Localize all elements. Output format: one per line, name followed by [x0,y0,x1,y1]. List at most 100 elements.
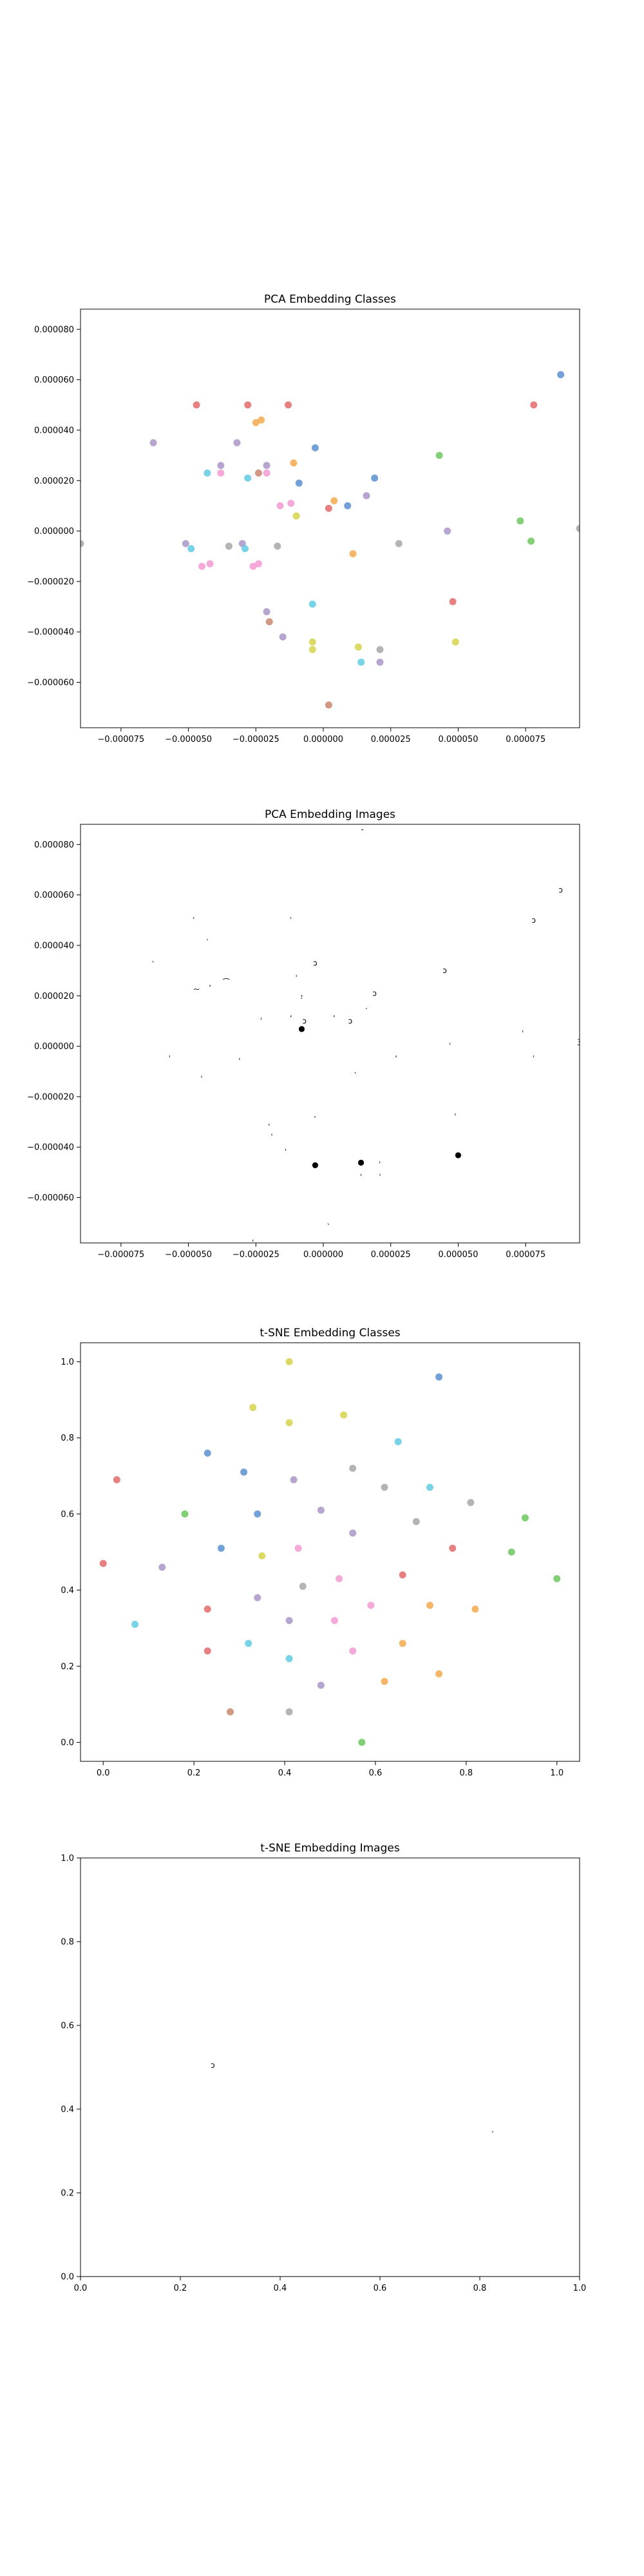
data-point [311,444,319,451]
image-glyph: ̵ [361,829,364,830]
image-glyph: ˈ [260,1016,262,1025]
image-glyph: ˎ [327,1216,330,1225]
image-glyph: ʿ [379,1160,381,1170]
data-point [244,401,252,409]
data-point [263,462,270,469]
image-glyph: ʿ [271,1133,274,1142]
data-point [357,658,365,666]
data-point [204,1647,211,1655]
y-tick-label: 0.000000 [34,1042,74,1052]
data-point [367,1602,375,1609]
image-glyph: ʿ [449,1042,451,1051]
data-point [225,542,232,550]
data-point [285,1616,293,1624]
y-tick-label: 0.000060 [34,375,74,385]
x-tick-label: 0.000000 [303,1250,343,1260]
data-point [395,540,402,547]
data-point [290,1476,298,1484]
data-point [233,439,241,447]
data-point [279,633,287,641]
data-point [336,1575,343,1582]
data-point [325,504,332,512]
y-tick-label: 0.000020 [34,992,74,1001]
axes-frame [80,1857,580,2277]
data-point [158,1564,166,1571]
image-glyph: ɔ [442,966,447,975]
y-tick-label: 1.0 [61,1358,74,1367]
y-tick-label: 0.8 [61,1938,74,1947]
data-point [258,1552,266,1560]
data-point [467,1499,475,1506]
data-point [349,550,357,558]
y-tick-label: 0.000000 [34,527,74,536]
x-tick-label: 0.000075 [506,1250,545,1260]
plot-area: ɔˏ [211,2061,494,2133]
image-glyph: ˈ [169,1054,171,1063]
data-point [206,560,214,567]
x-tick-label: 0.000050 [438,735,478,744]
x-tick-label: −0.000025 [232,1250,279,1260]
image-glyph: ɔ [313,958,317,967]
data-point [249,1403,257,1411]
data-point [254,1510,261,1518]
data-point [371,474,379,482]
data-point [557,371,565,379]
image-glyph: ɔ [302,1016,307,1025]
chart-title: t-SNE Embedding Images [260,1842,400,1855]
data-point [193,401,200,409]
image-glyph: ˎ [151,954,155,963]
data-point [240,1468,248,1476]
data-point [187,545,195,553]
data-point [435,1373,443,1381]
data-point [294,1544,302,1552]
data-point [285,1708,293,1716]
data-point [299,1582,307,1590]
x-tick-label: −0.000075 [97,735,144,744]
y-tick-label: 0.000080 [34,325,74,335]
y-tick-label: 0.8 [61,1434,74,1443]
data-point [131,1620,139,1628]
image-glyph: ● [455,1150,461,1159]
data-point [412,1518,420,1526]
data-point [217,462,225,469]
x-tick-label: −0.000025 [232,735,279,744]
data-point [376,646,384,654]
data-point [113,1476,120,1484]
y-tick-label: 0.4 [61,1586,74,1596]
data-point [276,502,284,509]
data-point [80,540,84,547]
data-point [263,469,270,477]
y-tick-label: 1.0 [61,1854,74,1864]
data-point [317,1506,325,1514]
y-tick-label: 0.4 [61,2105,74,2115]
pca-images-chart: PCA Embedding Images̵ʿ․ˎ͠’͡ʿɔˈʼ′ɔˈʼ●ʼɔ′ɔ… [27,808,580,1260]
data-point [285,401,292,409]
data-point [376,658,384,666]
x-tick-label: 0.000025 [371,735,411,744]
data-point [394,1438,402,1446]
data-point [354,643,362,651]
axes-frame [80,308,580,728]
pca-images-panel: PCA Embedding Images̵ʿ․ˎ͠’͡ʿɔˈʼ′ɔˈʼ●ʼɔ′ɔ… [0,799,644,1262]
x-tick-label: 0.000000 [303,735,343,744]
image-glyph: ˈ [295,974,297,983]
y-tick-label: 0.6 [61,2022,74,2031]
axes-frame [80,824,580,1244]
x-tick-label: 0.000075 [506,735,545,744]
data-point [449,1544,457,1552]
data-point [242,545,249,553]
data-point [287,500,295,507]
image-glyph: ʼ [290,1014,292,1023]
data-point [331,1616,339,1624]
data-point [227,1708,234,1716]
data-point [204,1449,211,1457]
data-point [381,1678,388,1685]
image-glyph: ͡ [222,978,230,980]
x-tick-label: −0.000050 [165,735,212,744]
data-point [449,598,457,605]
image-glyph: ● [298,1024,305,1033]
image-glyph: ɔ [372,989,377,998]
image-glyph: ’ [209,984,211,993]
y-tick-label: −0.000060 [27,678,74,688]
